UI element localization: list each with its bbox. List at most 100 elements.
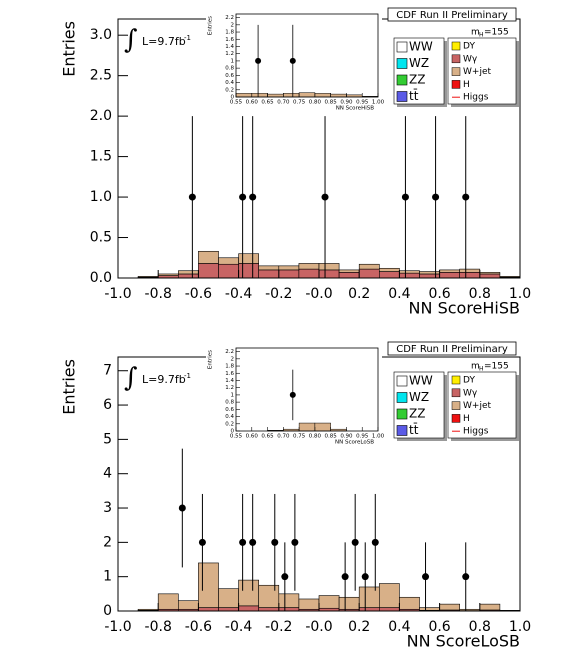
legend-label: W+jet: [463, 401, 491, 411]
x-tick-label: -0.4: [225, 286, 252, 302]
y-tick-label: 2: [103, 534, 112, 550]
inset-y-tick-label: 1.6: [225, 37, 234, 43]
lumi-sign: ∫: [124, 25, 138, 55]
x-tick-label: -0.6: [185, 286, 212, 302]
data-point: [342, 573, 349, 580]
histogram-bar: [259, 585, 279, 607]
inset-bar: [331, 94, 347, 97]
inset-y-tick-label: 1.4: [225, 44, 234, 50]
inset-y-tick-label: 0.8: [225, 66, 234, 72]
mass-sub: H: [479, 366, 484, 373]
histogram-bar: [259, 608, 279, 611]
histogram-bar: [480, 272, 500, 274]
inset-bar: [315, 93, 331, 97]
data-point: [462, 194, 469, 201]
inset-y-tick-label: 0.4: [225, 80, 234, 86]
header: CDF Run II Preliminary: [396, 10, 508, 21]
histogram-bar: [299, 263, 319, 269]
inset-bar: [268, 94, 284, 97]
histogram-bar: [379, 272, 399, 278]
inset-x-tick-label: 0.70: [277, 100, 290, 106]
histogram-bar: [158, 274, 178, 276]
histogram-bar: [460, 272, 480, 278]
legend-swatch: [397, 393, 407, 403]
histogram-bar: [279, 594, 299, 608]
histogram-bar: [500, 276, 520, 277]
inset-x-tick-label: 0.80: [309, 434, 322, 440]
histogram-bar: [198, 263, 218, 278]
histogram-bar: [299, 599, 319, 609]
inset-x-tick-label: 0.80: [309, 100, 322, 106]
inset-x-axis-label: NN ScoreLoSB: [335, 440, 374, 446]
inset-data-point: [290, 58, 296, 64]
histogram-bar: [440, 270, 460, 272]
inset-y-tick-label: 2: [231, 356, 235, 362]
legend-label: Higgs: [463, 93, 489, 103]
histogram-bar: [219, 608, 239, 611]
legend-swatch: [452, 402, 460, 410]
inset-y-tick-label: 1: [231, 58, 235, 64]
inset-bar: [283, 93, 299, 97]
histogram-bar: [259, 266, 279, 270]
inset-x-tick-label: 0.65: [261, 434, 274, 440]
x-tick-label: -0.6: [185, 619, 212, 635]
histogram-bar: [319, 263, 339, 269]
legend-swatch: [397, 75, 407, 85]
y-tick-label: 1.0: [90, 189, 112, 205]
histogram-bar: [279, 608, 299, 611]
y-tick-label: 6: [103, 397, 112, 413]
y-tick-label: 5: [103, 431, 112, 447]
inset-bar: [315, 423, 331, 431]
histogram-bar: [198, 563, 218, 608]
inset-x-tick-label: 0.70: [277, 434, 290, 440]
histogram-bar: [319, 596, 339, 609]
histogram-bar: [399, 597, 419, 609]
x-axis-label: NN ScoreHiSB: [409, 299, 520, 318]
histogram-bar: [359, 587, 379, 608]
legend-swatch: [397, 409, 407, 419]
legend-label: W+jet: [463, 67, 491, 77]
x-tick-label: -0.8: [145, 286, 172, 302]
inset-y-tick-label: 1.8: [225, 364, 234, 370]
y-tick-label: 1: [103, 569, 112, 585]
data-point: [322, 194, 329, 201]
legend-label: WZ: [409, 390, 429, 404]
mass-rest: =155: [484, 28, 509, 38]
inset-y-tick-label: 0.2: [225, 87, 234, 93]
inset-x-tick-label: 0.60: [246, 100, 259, 106]
legend-swatch: [452, 68, 460, 76]
x-tick-label: -0.8: [145, 619, 172, 635]
y-tick-label: 3.0: [90, 27, 112, 43]
header: CDF Run II Preliminary: [396, 344, 508, 355]
histogram-bar: [279, 266, 299, 270]
inset-y-tick-label: 2.2: [225, 349, 234, 355]
x-tick-label: 0.2: [348, 286, 370, 302]
inset-x-tick-label: 0.75: [293, 434, 306, 440]
y-tick-label: 4: [103, 466, 112, 482]
inset-bar: [299, 93, 315, 97]
y-axis-label: Entries: [60, 359, 79, 415]
inset-y-tick-label: 0.2: [225, 421, 234, 427]
histogram-bar: [460, 269, 480, 272]
lumi-sign: ∫: [124, 363, 138, 393]
histogram-bar: [299, 269, 319, 278]
y-tick-label: 3: [103, 500, 112, 516]
y-tick-label: 0.0: [90, 270, 112, 286]
legend-swatch: [397, 376, 407, 386]
histogram-bar: [399, 271, 419, 273]
inset-y-tick-label: 2.2: [225, 15, 234, 21]
legend-label: ZZ: [409, 407, 425, 421]
legend-label: DY: [463, 42, 475, 52]
data-point: [249, 194, 256, 201]
data-point: [179, 505, 186, 512]
legend-label: H: [463, 414, 470, 424]
legend-swatch: [452, 42, 460, 50]
legend-swatch: [397, 92, 407, 102]
histogram-bar: [480, 604, 500, 610]
inset-y-tick-label: 0.6: [225, 407, 234, 413]
inset-x-tick-label: 0.60: [246, 434, 259, 440]
inset-x-tick-label: 0.75: [293, 100, 306, 106]
data-point: [199, 539, 206, 546]
mass-sub: H: [479, 32, 484, 39]
